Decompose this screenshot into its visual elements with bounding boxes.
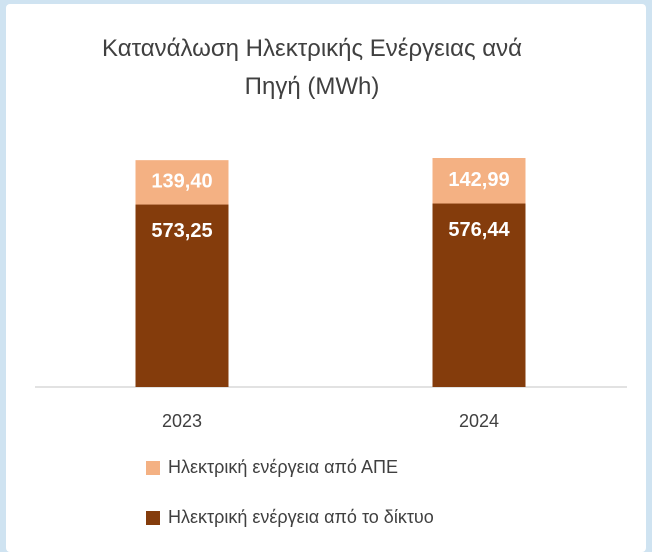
data-label: 139,40 [151,171,212,193]
bar-segment [432,203,526,387]
legend-swatch [146,511,160,525]
x-tick-label: 2023 [162,411,202,431]
bar-segment [135,160,229,205]
x-tick-label: 2024 [459,411,499,431]
legend-label: Ηλεκτρική ενέργεια από ΑΠΕ [168,457,398,477]
bar-segment [135,204,229,387]
data-label: 142,99 [448,169,509,191]
data-label: 576,44 [448,219,510,241]
chart-panel [6,4,646,552]
bar-segment [432,158,526,204]
legend-label: Ηλεκτρική ενέργεια από το δίκτυο [168,507,434,527]
chart-title: Κατανάλωση Ηλεκτρικής Ενέργειας ανά Πηγή… [101,35,522,100]
legend-swatch [146,461,160,475]
data-label: 573,25 [151,220,212,242]
